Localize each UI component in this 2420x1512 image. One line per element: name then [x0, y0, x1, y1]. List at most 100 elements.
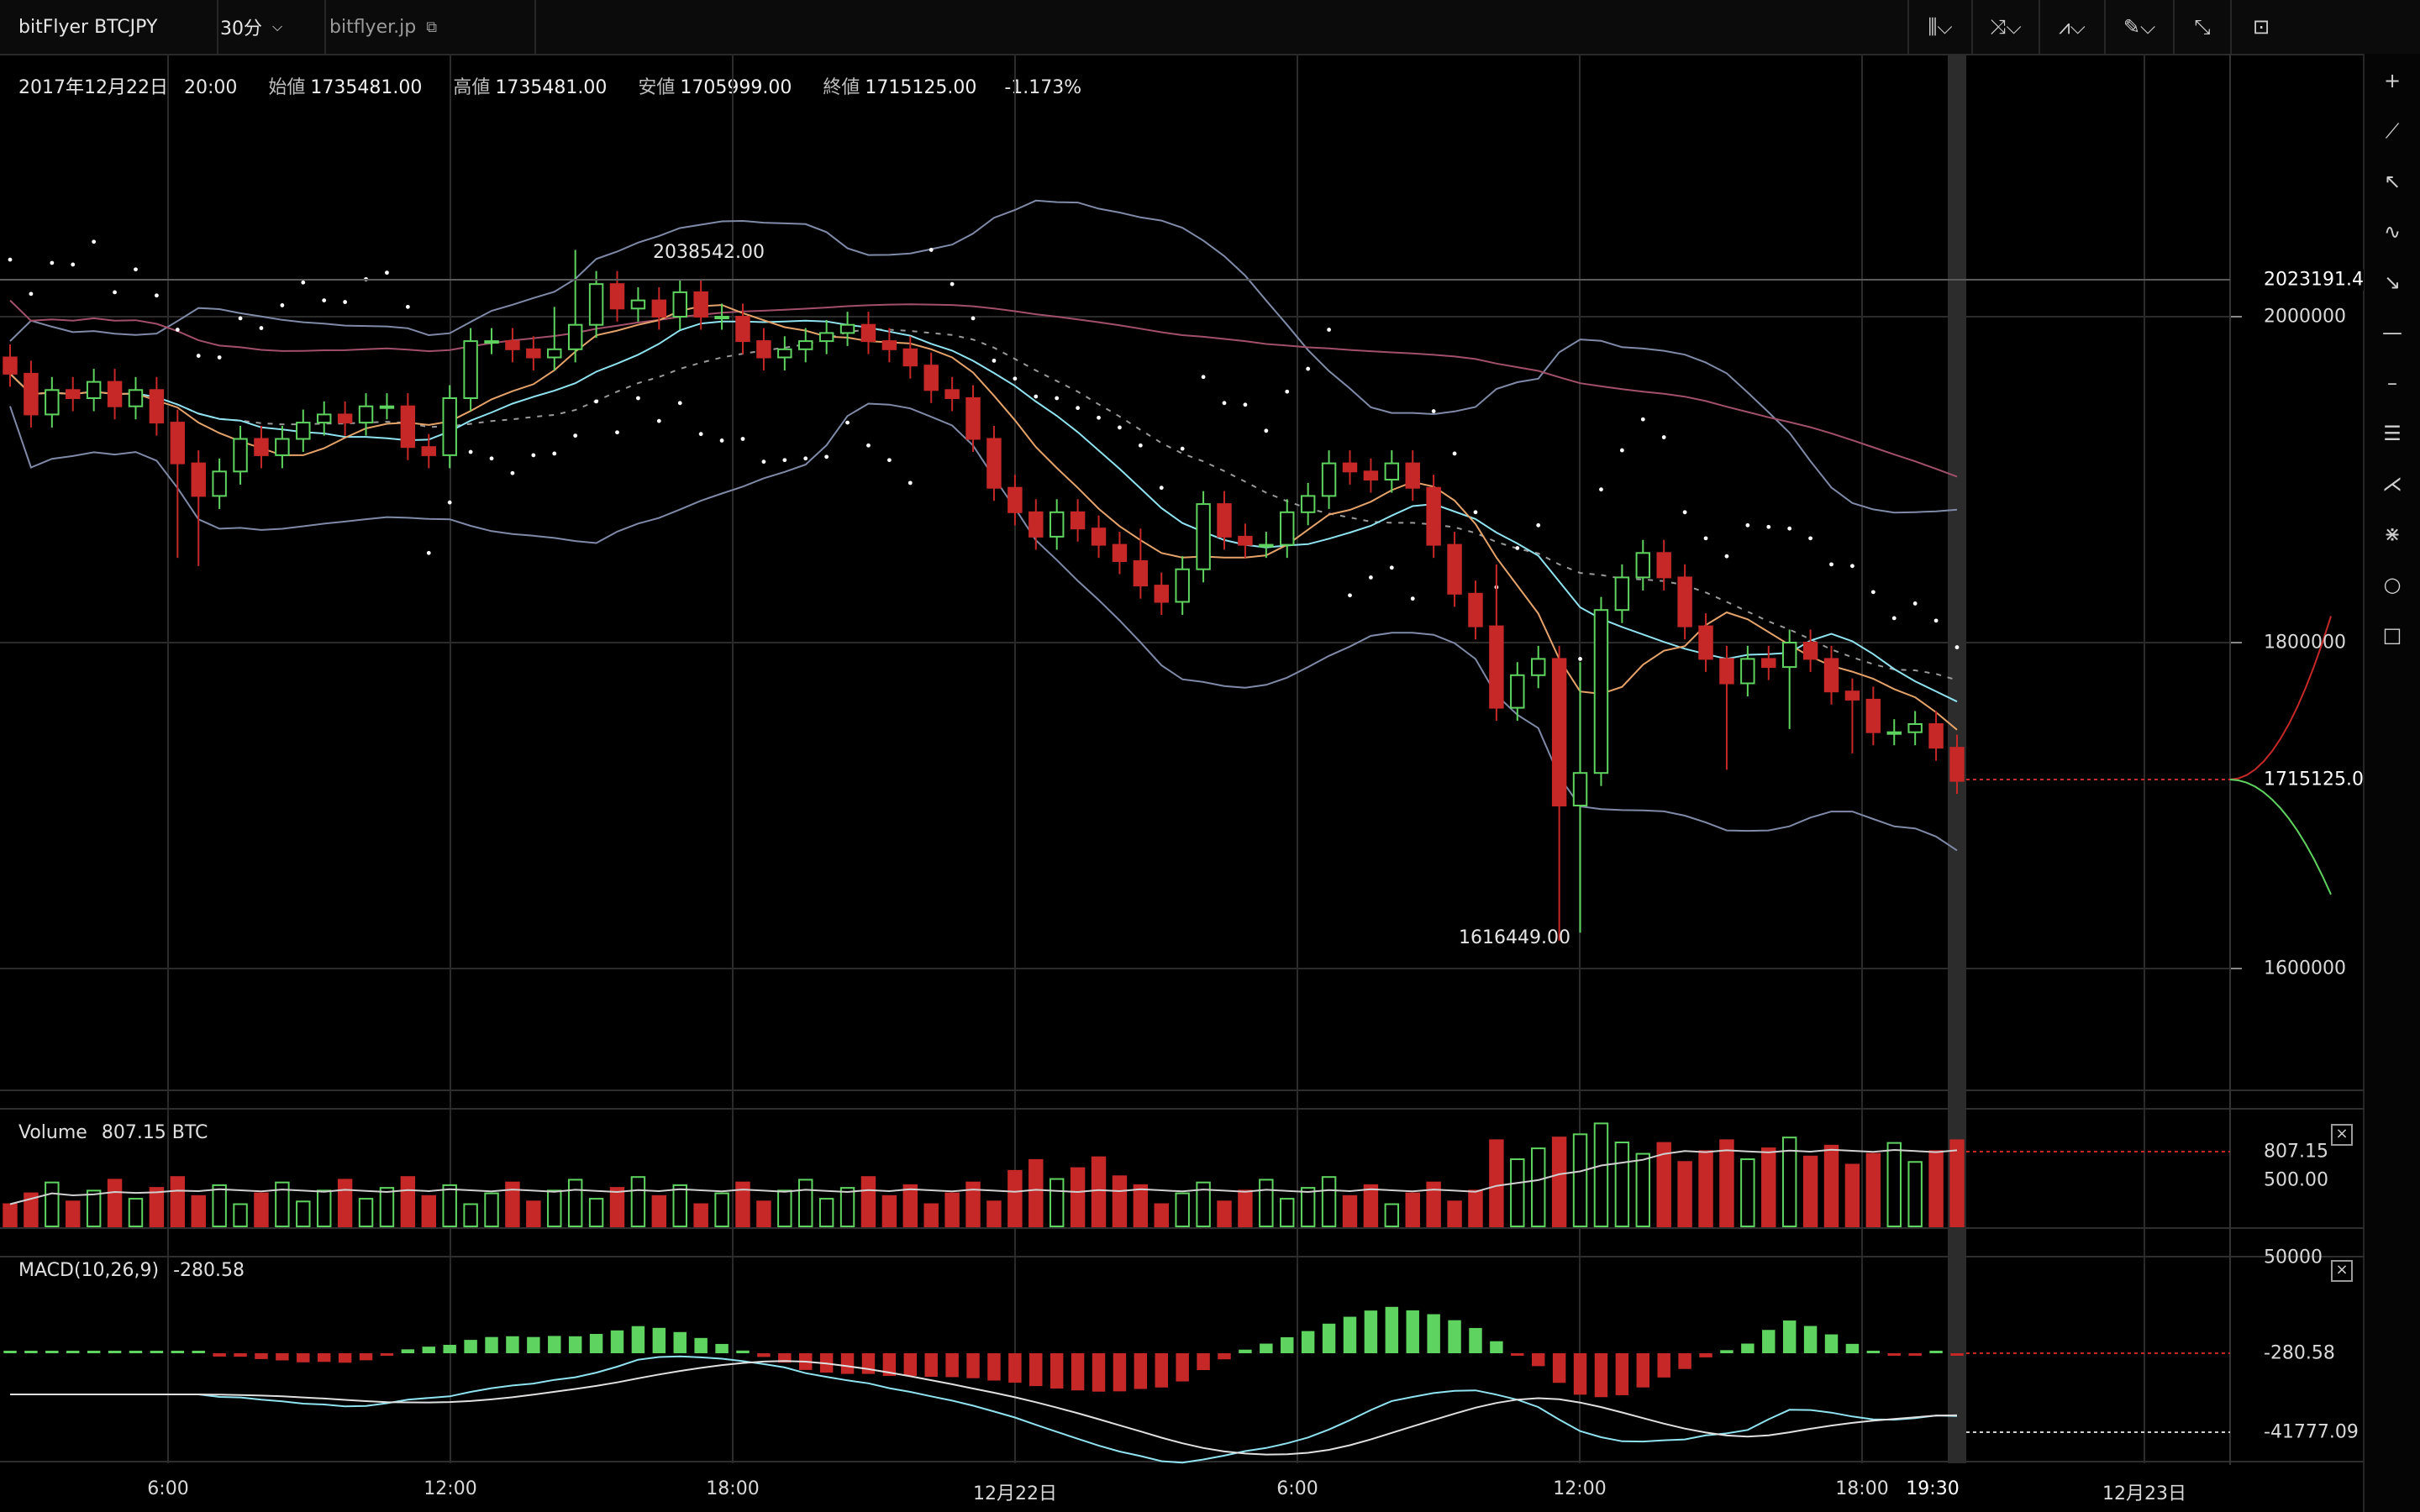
macd-close-button[interactable]: ×	[2331, 1260, 2353, 1282]
candle-body	[1677, 576, 1692, 627]
macd-histogram-bar	[589, 1334, 603, 1353]
volume-bar	[986, 1200, 1002, 1228]
high-line-label: 2023191.4	[2264, 269, 2364, 291]
sar-dot	[594, 399, 598, 404]
macd-histogram-bar	[108, 1351, 122, 1353]
parallel-channel-tool[interactable]: ☰	[2365, 410, 2420, 457]
volume-bar	[1802, 1155, 1818, 1227]
candle-body	[1363, 470, 1379, 480]
sar-dot	[803, 456, 808, 461]
candle-body	[1698, 625, 1713, 660]
rectangle-tool[interactable]: □	[2365, 612, 2420, 659]
candle-body	[944, 389, 960, 399]
current-time-tick: 19:30	[1906, 1478, 1960, 1499]
volume-bar	[1321, 1176, 1337, 1227]
candle-body	[421, 446, 437, 456]
macd-histogram-bar	[694, 1337, 708, 1353]
candle-body	[1802, 642, 1818, 660]
macd-histogram-bar	[778, 1353, 792, 1363]
indicators-menu[interactable]: ⤨⌵	[1971, 0, 2039, 54]
candles-menu[interactable]: ⫼⌵	[1907, 0, 1971, 54]
macd-histogram-bar	[610, 1330, 624, 1353]
sar-dot	[1703, 536, 1708, 541]
candle-body	[337, 413, 353, 424]
chart-type-icon: ⩘⌵	[2059, 15, 2086, 39]
volume-bar	[1426, 1181, 1441, 1227]
candle-body	[86, 381, 102, 400]
candle-body	[777, 348, 792, 359]
macd-histogram-bar	[945, 1353, 959, 1378]
volume-bar	[609, 1187, 625, 1227]
macd-signal	[10, 1360, 1958, 1456]
volume-bar	[149, 1187, 165, 1227]
horizontal-ray-tool[interactable]: –	[2365, 360, 2420, 407]
circle-tool[interactable]: ○	[2365, 561, 2420, 608]
fullscreen-button[interactable]: ⤡	[2173, 0, 2230, 54]
volume-bar	[1133, 1184, 1149, 1227]
volume-bar	[66, 1200, 81, 1228]
sar-dot	[1369, 575, 1373, 580]
volume-close-button[interactable]: ×	[2331, 1124, 2353, 1146]
candle-body	[1719, 658, 1734, 685]
macd-histogram-bar	[338, 1353, 352, 1363]
candle-body	[1928, 723, 1944, 749]
draw-menu[interactable]: ✎⌵	[2104, 0, 2173, 54]
volume-bar	[1175, 1192, 1190, 1228]
macd-histogram-bar	[1448, 1320, 1461, 1353]
volume-bar	[128, 1198, 144, 1228]
macd-histogram-bar	[1803, 1326, 1818, 1353]
macd-histogram-bar	[548, 1336, 561, 1353]
volume-bar	[1363, 1184, 1379, 1227]
horizontal-line-tool[interactable]: —	[2365, 309, 2420, 356]
time-tick: 6:00	[147, 1478, 189, 1499]
volume-bar	[1928, 1150, 1944, 1227]
time-tick: 12月23日	[2102, 1483, 2186, 1504]
interval-select[interactable]: 30分 ⌵	[202, 0, 326, 54]
macd-histogram-bar	[1929, 1351, 1943, 1353]
chart-type-menu[interactable]: ⩘⌵	[2039, 0, 2104, 54]
macd-histogram-bar	[129, 1351, 143, 1353]
fib-fan-tool[interactable]: ⋌	[2365, 460, 2420, 507]
sar-dot	[1787, 526, 1792, 531]
candle-body	[672, 291, 687, 318]
crosshair-tool[interactable]: +	[2365, 57, 2420, 104]
curve-tool[interactable]: ∿	[2365, 208, 2420, 255]
sar-dot	[950, 281, 955, 286]
ray-tool[interactable]: ↖	[2365, 158, 2420, 205]
macd-histogram-bar	[171, 1351, 185, 1353]
sar-dot	[1599, 487, 1603, 492]
sar-dot	[971, 316, 976, 321]
macd-histogram-bar	[1092, 1353, 1106, 1392]
sar-dot	[238, 316, 243, 321]
sar-dot	[1829, 562, 1833, 567]
sar-dot	[1327, 328, 1331, 332]
volume-bar	[1447, 1200, 1462, 1228]
high-label: 高値	[453, 77, 491, 98]
macd-histogram-bar	[1636, 1353, 1650, 1388]
chevron-down-icon: ⌵	[272, 18, 283, 34]
macd-histogram-bar	[45, 1351, 59, 1353]
candle-body	[149, 389, 165, 424]
macd-histogram-bar	[1301, 1331, 1315, 1353]
macd-histogram-bar	[1364, 1310, 1378, 1353]
chart-settings-button[interactable]: ⊡	[2230, 0, 2291, 54]
volume-bar	[1656, 1142, 1671, 1228]
site-link[interactable]: bitflyer.jp ⧉	[309, 0, 536, 54]
volume-bar	[1781, 1137, 1797, 1228]
close-icon: ×	[2335, 1125, 2349, 1142]
candle-body	[1342, 462, 1358, 473]
arrow-tool[interactable]: ↘	[2365, 259, 2420, 306]
macd-histogram-bar	[359, 1353, 373, 1361]
curve-icon: ∿	[2383, 220, 2402, 244]
trend-line-tool[interactable]: ⟋	[2365, 108, 2420, 155]
sar-dot	[1452, 451, 1457, 456]
macd-histogram-bar	[380, 1353, 394, 1356]
gann-tool[interactable]: ⋇	[2365, 511, 2420, 558]
macd-histogram-bar	[1511, 1353, 1524, 1356]
volume-bar	[484, 1192, 499, 1228]
sar-dot	[1201, 375, 1206, 380]
macd-histogram-bar	[255, 1353, 268, 1359]
rectangle-icon: □	[2382, 623, 2402, 647]
volume-bar	[254, 1192, 269, 1228]
